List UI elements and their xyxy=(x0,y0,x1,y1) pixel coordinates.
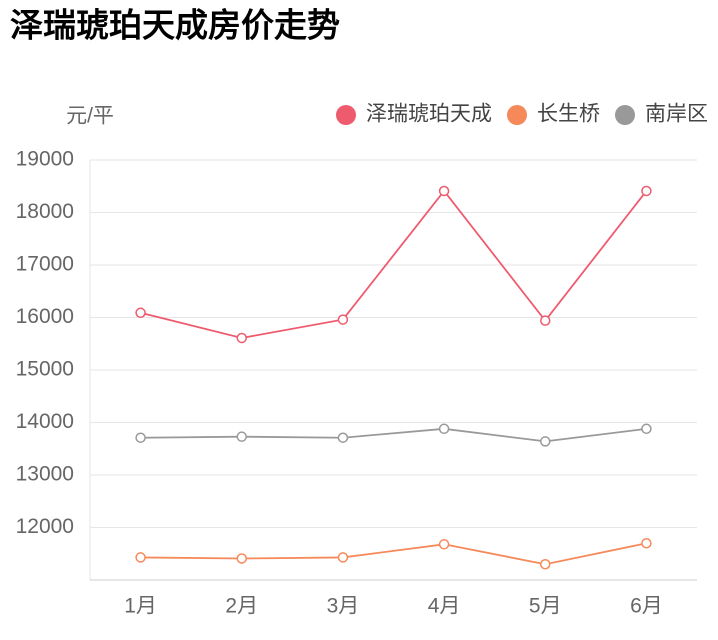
data-point xyxy=(337,432,349,443)
data-point xyxy=(641,185,652,197)
y-tick-label: 16000 xyxy=(16,305,74,328)
y-axis-unit: 元/平 xyxy=(66,105,114,128)
data-point xyxy=(641,423,652,435)
x-tick-label: 1月 xyxy=(124,595,157,618)
y-tick-label: 18000 xyxy=(16,200,74,223)
data-point xyxy=(540,559,551,570)
data-point xyxy=(438,539,450,550)
data-point xyxy=(337,552,349,563)
y-tick-label: 15000 xyxy=(16,358,74,381)
data-point xyxy=(236,332,247,344)
series-line xyxy=(140,189,648,339)
data-point xyxy=(540,436,551,447)
y-tick-label: 17000 xyxy=(16,253,74,276)
chart-title: 泽瑞琥珀天成房价走势 xyxy=(10,7,340,44)
data-point xyxy=(641,538,652,549)
y-tick-label: 19000 xyxy=(16,148,74,171)
x-tick-label: 2月 xyxy=(225,595,258,618)
legend-marker xyxy=(336,105,356,125)
data-point xyxy=(135,307,146,319)
data-point xyxy=(438,423,450,435)
data-point xyxy=(236,431,247,442)
x-tick-label: 3月 xyxy=(327,595,360,618)
data-point xyxy=(337,314,349,325)
legend-marker xyxy=(615,105,635,125)
series-line xyxy=(140,427,647,443)
data-point xyxy=(236,553,247,564)
legend-marker xyxy=(507,105,527,125)
data-point xyxy=(438,185,450,197)
legend-label: 泽瑞琥珀天成 xyxy=(366,103,492,126)
legend-label: 长生桥 xyxy=(537,103,600,126)
x-tick-label: 5月 xyxy=(529,595,562,618)
y-tick-label: 14000 xyxy=(16,410,74,433)
legend-label: 南岸区 xyxy=(645,103,708,126)
y-tick-label: 13000 xyxy=(16,463,74,486)
data-point xyxy=(135,552,146,563)
data-point xyxy=(540,315,551,326)
x-tick-label: 4月 xyxy=(428,595,461,618)
y-tick-label: 12000 xyxy=(16,515,74,538)
x-tick-label: 6月 xyxy=(630,595,663,618)
series-line xyxy=(140,542,647,566)
data-point xyxy=(135,432,146,443)
